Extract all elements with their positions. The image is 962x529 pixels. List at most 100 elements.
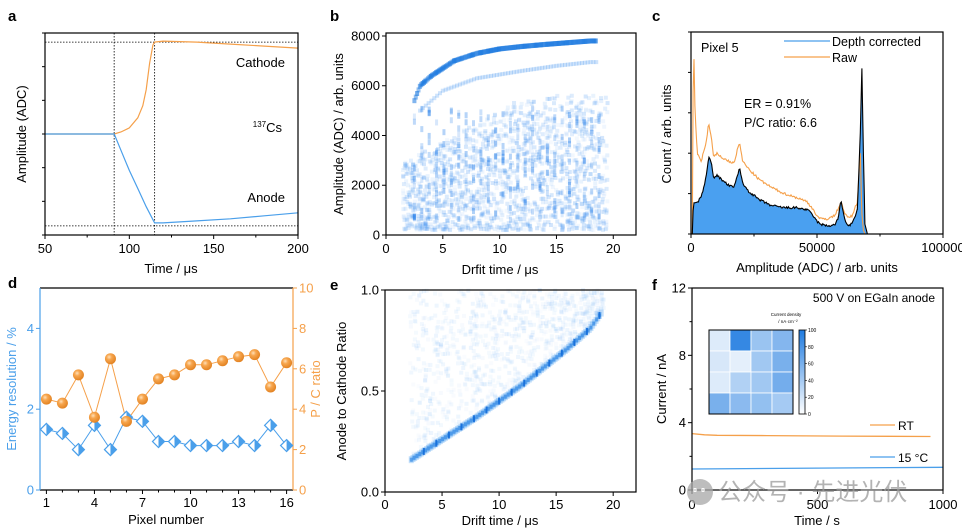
histogram-bin	[534, 337, 539, 342]
histogram-bin	[485, 223, 490, 228]
y-tick-label: 12	[672, 281, 686, 296]
histogram-bin	[554, 345, 559, 350]
histogram-bin	[515, 157, 520, 162]
histogram-bin	[425, 207, 430, 212]
histogram-bin	[518, 105, 523, 110]
histogram-bin	[529, 128, 534, 133]
histogram-bin	[489, 361, 494, 366]
histogram-bin	[593, 181, 598, 186]
histogram-bin	[578, 169, 583, 174]
histogram-bin	[593, 310, 598, 315]
histogram-bin	[404, 162, 409, 167]
histogram-bin	[594, 118, 599, 123]
histogram-bin	[540, 363, 545, 368]
histogram-bin	[480, 398, 485, 403]
histogram-bin	[546, 161, 551, 166]
histogram-bin	[414, 344, 419, 349]
histogram-bin	[423, 368, 428, 373]
histogram-bin-peak	[422, 447, 425, 455]
histogram-bin	[473, 153, 478, 158]
histogram-bin	[491, 115, 496, 120]
histogram-bin	[583, 120, 588, 125]
histogram-bin	[445, 218, 450, 223]
histogram-bin	[553, 204, 558, 209]
histogram-bin	[466, 164, 471, 169]
histogram-bin	[560, 133, 564, 140]
histogram-bin	[571, 208, 576, 213]
histogram-bin	[538, 138, 542, 145]
histogram-bin	[450, 220, 455, 225]
histogram-bin	[455, 202, 460, 207]
histogram-bin	[457, 192, 462, 197]
histogram-bin	[574, 226, 579, 231]
histogram-bin	[597, 143, 602, 148]
histogram-bin	[427, 207, 432, 212]
histogram-bin	[595, 309, 600, 314]
histogram-bin	[472, 362, 477, 367]
histogram-bin	[579, 179, 584, 184]
histogram-bin	[540, 206, 545, 211]
histogram-bin	[568, 122, 572, 129]
histogram-bin	[550, 323, 555, 328]
histogram-bin	[523, 197, 527, 204]
histogram-bin	[420, 156, 425, 161]
histogram-bin	[434, 340, 439, 345]
histogram-bin	[503, 131, 508, 136]
histogram-bin	[516, 123, 520, 130]
histogram-bin	[451, 172, 456, 177]
histogram-bin	[565, 112, 570, 117]
histogram-bin	[582, 157, 586, 164]
x-tick-label: 200	[287, 241, 309, 256]
histogram-bin	[552, 96, 557, 101]
histogram-bin	[547, 302, 552, 307]
histogram-bin	[417, 400, 422, 405]
histogram-bin	[494, 140, 498, 147]
histogram-bin	[553, 149, 558, 154]
histogram-bin	[471, 179, 476, 184]
histogram-bin	[490, 354, 495, 359]
histogram-bin	[553, 307, 558, 312]
histogram-bin	[528, 353, 533, 358]
histogram-bin	[503, 189, 508, 194]
histogram-bin	[456, 136, 461, 141]
histogram-bin	[575, 214, 579, 221]
histogram-bin	[433, 167, 438, 172]
histogram-bin-peak	[510, 388, 513, 396]
histogram-bin	[480, 158, 485, 163]
histogram-bin	[484, 215, 489, 220]
histogram-bin	[472, 355, 477, 360]
histogram-bin	[509, 112, 514, 117]
histogram-bin	[547, 304, 552, 309]
histogram-bin	[581, 329, 586, 334]
histogram-bin	[595, 298, 600, 303]
histogram-bin	[527, 223, 532, 228]
histogram-bin	[417, 294, 422, 299]
histogram-bin	[535, 213, 540, 218]
histogram-bin	[586, 176, 591, 181]
panel-b-plot-area	[385, 32, 637, 236]
histogram-bin	[451, 206, 456, 211]
histogram-bin	[485, 181, 490, 186]
histogram-bin	[439, 338, 444, 343]
histogram-bin	[435, 329, 440, 334]
histogram-bin	[411, 408, 416, 413]
histogram-bin	[410, 412, 415, 417]
y-tick-label: 4	[679, 415, 686, 430]
histogram-bin	[449, 382, 454, 387]
histogram-bin	[541, 227, 546, 232]
histogram-bin	[492, 173, 497, 178]
histogram-bin	[449, 190, 453, 197]
histogram-bin	[426, 202, 431, 207]
histogram-bin	[577, 311, 582, 316]
histogram-bin	[587, 304, 592, 309]
histogram-bin	[579, 226, 584, 231]
histogram-bin	[508, 192, 512, 199]
histogram-bin	[407, 191, 412, 196]
histogram-bin	[604, 208, 609, 213]
histogram-bin	[531, 119, 536, 124]
histogram-bin	[412, 314, 417, 319]
histogram-bin	[547, 201, 552, 206]
histogram-bin	[424, 226, 429, 231]
histogram-bin	[550, 338, 555, 343]
x-tick-label: 20	[606, 497, 620, 512]
